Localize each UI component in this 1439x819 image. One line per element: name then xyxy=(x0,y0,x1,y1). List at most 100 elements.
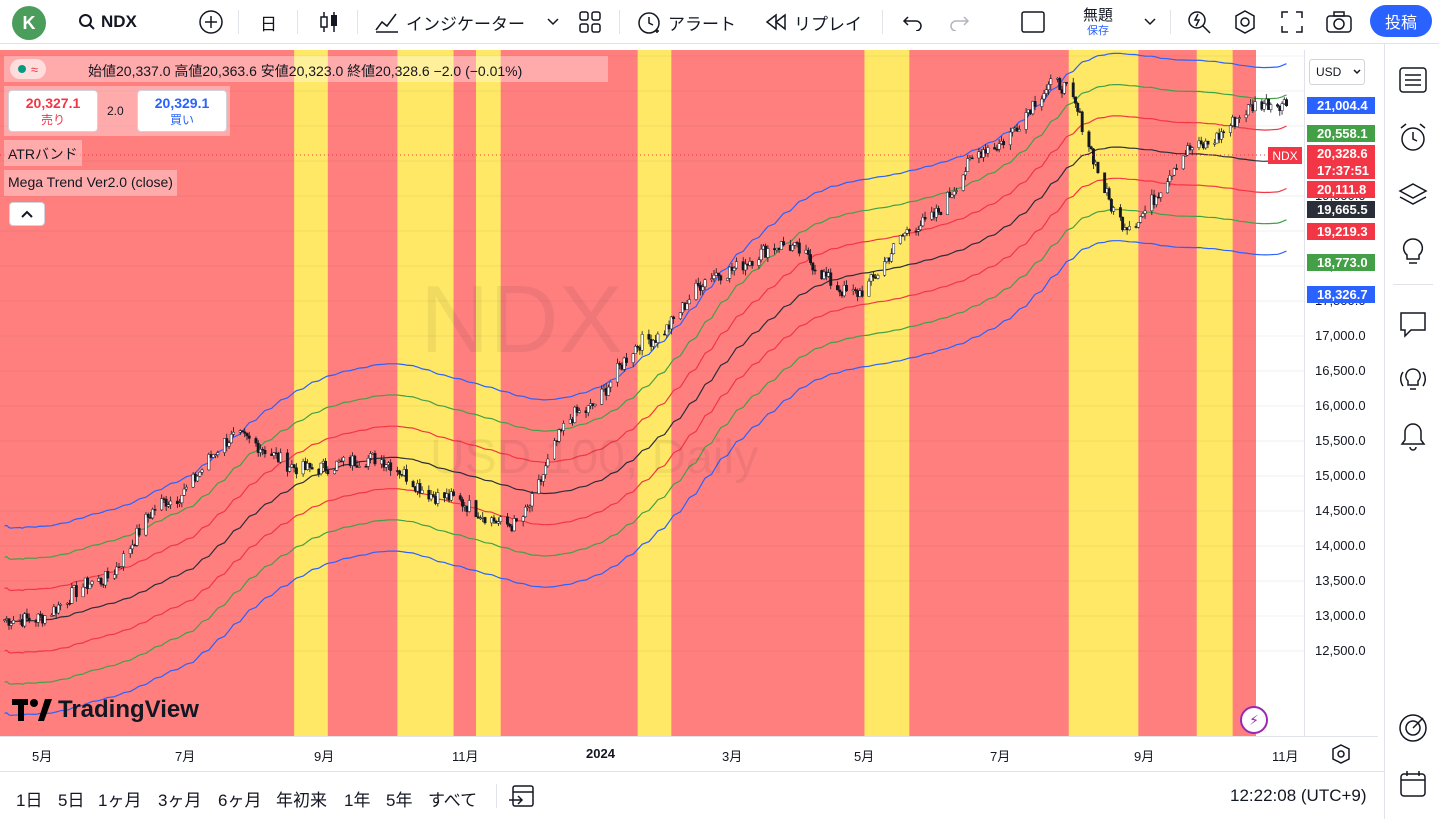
right-sidebar xyxy=(1384,44,1439,819)
alarm-clock-icon[interactable] xyxy=(1397,122,1429,154)
goto-date-button[interactable] xyxy=(508,782,536,815)
indicator-legend-atr[interactable]: ATRバンド xyxy=(4,140,82,166)
price-chart[interactable] xyxy=(0,50,1304,736)
candle xyxy=(514,518,518,523)
tradingview-logo[interactable]: TradingView xyxy=(12,696,199,724)
chart-type-button[interactable] xyxy=(318,0,340,44)
candle xyxy=(946,191,949,215)
candle xyxy=(640,331,644,356)
candle xyxy=(411,479,415,488)
candle xyxy=(225,433,229,452)
range-button[interactable]: 3ヶ月 xyxy=(158,791,202,810)
candle xyxy=(326,466,330,476)
layout-name[interactable]: 無題 保存 xyxy=(1070,0,1126,44)
time-axis[interactable]: 5月 7月 9月 11月 2024 3月 5月 7月 9月 11月 xyxy=(0,736,1378,770)
candle xyxy=(734,257,738,270)
price-label: 20,111.8 xyxy=(1307,181,1375,198)
chart-pane[interactable]: NDX USD 100, Daily ≈ 始値20,337.0 高値20,363… xyxy=(0,50,1304,736)
redo-button[interactable] xyxy=(948,0,970,44)
layers-icon[interactable] xyxy=(1397,180,1429,212)
layouts-button[interactable] xyxy=(579,0,601,44)
candle xyxy=(544,462,548,479)
undo-button[interactable] xyxy=(902,0,924,44)
settings-button[interactable] xyxy=(1232,0,1258,44)
candle xyxy=(389,459,393,476)
market-open-dot-icon xyxy=(17,65,26,73)
grid-icon xyxy=(579,11,601,33)
candle xyxy=(254,436,258,447)
candle xyxy=(119,565,123,570)
compare-button[interactable] xyxy=(198,0,224,44)
fullscreen-icon xyxy=(1281,11,1303,33)
candle xyxy=(128,545,132,558)
candle xyxy=(950,194,954,199)
candle xyxy=(964,167,967,181)
range-button[interactable]: すべて xyxy=(428,791,478,810)
candle xyxy=(227,440,231,450)
user-avatar[interactable]: K xyxy=(12,6,46,40)
range-button[interactable]: 5日 xyxy=(58,791,85,810)
ideas-stream-icon[interactable] xyxy=(1397,364,1429,396)
collapse-legend-button[interactable] xyxy=(9,202,45,226)
middle-line xyxy=(4,146,1287,623)
candle xyxy=(633,344,637,354)
candle xyxy=(70,583,74,604)
indicator-legend-megatrend[interactable]: Mega Trend Ver2.0 (close) xyxy=(4,170,177,196)
candle xyxy=(279,448,283,464)
time-tick: 9月 xyxy=(314,749,335,764)
candle xyxy=(1033,95,1037,111)
candle xyxy=(1213,139,1217,147)
quick-search-button[interactable] xyxy=(1186,0,1212,44)
calendar-icon[interactable] xyxy=(1397,768,1429,800)
candle xyxy=(703,278,707,291)
candle xyxy=(398,469,402,479)
candle xyxy=(919,220,923,232)
candle xyxy=(1042,89,1046,103)
target-icon[interactable] xyxy=(1397,712,1429,744)
candle xyxy=(166,501,170,509)
candle xyxy=(696,277,700,288)
candle xyxy=(779,240,783,250)
candle xyxy=(883,256,887,277)
range-button[interactable]: 6ヶ月 xyxy=(218,791,262,810)
post-button[interactable]: 投稿 xyxy=(1370,5,1432,37)
clock-timezone[interactable]: 12:22:08 (UTC+9) xyxy=(1230,786,1367,805)
range-button[interactable]: 1日 xyxy=(16,791,43,810)
chart-settings-button[interactable] xyxy=(1330,743,1352,770)
candle xyxy=(151,507,155,520)
candle xyxy=(169,496,173,509)
candle xyxy=(907,228,911,237)
replay-button[interactable]: リプレイ xyxy=(764,0,862,44)
range-button[interactable]: 1ヶ月 xyxy=(98,791,142,810)
price-axis[interactable]: USD 19,000.018,500.018,000.017,500.017,0… xyxy=(1304,50,1378,736)
chat-icon[interactable] xyxy=(1397,308,1429,340)
alert-button[interactable]: アラート xyxy=(636,0,736,44)
notifications-bell-icon[interactable] xyxy=(1397,420,1429,452)
sell-button[interactable]: 20,327.1 売り xyxy=(8,90,98,132)
range-button[interactable]: 5年 xyxy=(386,791,413,810)
currency-selector[interactable]: USD xyxy=(1309,59,1365,85)
interval-button[interactable]: 日 xyxy=(260,14,277,34)
candle xyxy=(905,226,909,237)
candle xyxy=(1181,155,1185,171)
candle xyxy=(728,266,732,283)
candle xyxy=(750,260,754,269)
market-status-toggle[interactable]: ≈ xyxy=(10,59,46,79)
candle xyxy=(726,277,729,281)
range-button[interactable]: 年初来 xyxy=(276,791,327,810)
fullscreen-toggle[interactable] xyxy=(1020,0,1046,44)
lightning-icon[interactable]: ⚡ xyxy=(1240,706,1268,734)
candle xyxy=(1186,142,1190,157)
layout-menu-button[interactable] xyxy=(1144,0,1156,44)
buy-button[interactable]: 20,329.1 買い xyxy=(137,90,227,132)
range-button[interactable]: 1年 xyxy=(344,791,371,810)
candle xyxy=(144,512,148,537)
fullscreen-button[interactable] xyxy=(1281,0,1303,44)
candle xyxy=(557,428,561,444)
symbol-search[interactable]: NDX xyxy=(78,0,137,44)
lightbulb-icon[interactable] xyxy=(1397,236,1429,268)
watchlist-icon[interactable] xyxy=(1397,64,1429,96)
candle xyxy=(452,489,455,497)
indicators-button[interactable]: インジケーター xyxy=(374,0,559,44)
snapshot-button[interactable] xyxy=(1325,0,1353,44)
